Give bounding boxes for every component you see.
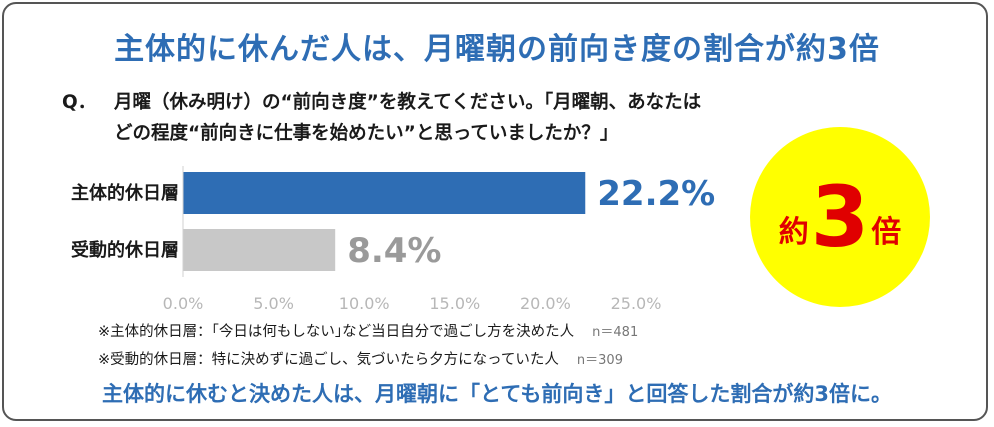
bar-1 bbox=[183, 172, 586, 214]
conclusion-text: 主体的に休むと決めた人は、月曜朝に「とても前向き」と回答した割合が約3倍に。 bbox=[102, 382, 892, 406]
badge-suffix: 倍 bbox=[871, 215, 902, 250]
question-line-1: 月曜（休み明け）の“前向き度”を教えてください。｢月曜朝、あなたは bbox=[114, 92, 702, 113]
note-passive-group: ※受動的休日層：特に決めずに過ごし、気づいたら夕方になっていた人 n＝309 bbox=[98, 348, 623, 369]
x-tick-label: 25.0% bbox=[611, 294, 662, 313]
category-label: 主体的休日層 bbox=[71, 182, 179, 204]
sample-size: n＝309 bbox=[576, 353, 623, 368]
question-prefix: Q． bbox=[62, 92, 97, 113]
note-active-group: ※主体的休日層：｢今日は何もしない｣など当日自分で過ごし方を決めた人 n＝481 bbox=[98, 320, 638, 341]
x-tick-label: 20.0% bbox=[520, 294, 571, 313]
note-text: ※主体的休日層：｢今日は何もしない｣など当日自分で過ごし方を決めた人 bbox=[98, 324, 575, 340]
chart-frame bbox=[2, 2, 988, 421]
value-label: 8.4% bbox=[347, 231, 441, 271]
sample-size: n＝481 bbox=[592, 325, 639, 340]
category-label: 受動的休日層 bbox=[71, 239, 179, 261]
value-label: 22.2% bbox=[597, 174, 715, 214]
badge-prefix: 約 bbox=[778, 215, 809, 250]
bar-2 bbox=[183, 229, 336, 271]
survey-question: Q． 月曜（休み明け）の“前向き度”を教えてください。｢月曜朝、あなたは どの程度… bbox=[62, 87, 701, 149]
x-tick-label: 10.0% bbox=[339, 294, 390, 313]
note-text: ※受動的休日層：特に決めずに過ごし、気づいたら夕方になっていた人 bbox=[98, 352, 559, 368]
x-tick-label: 5.0% bbox=[253, 294, 294, 313]
x-tick-label: 0.0% bbox=[163, 294, 204, 313]
page-title: 主体的に休んだ人は、月曜朝の前向き度の割合が約3倍 bbox=[114, 32, 880, 67]
question-line-2: どの程度“前向きに仕事を始めたい”と思っていましたか？｣ bbox=[114, 123, 610, 144]
badge-number: 3 bbox=[810, 168, 870, 266]
x-tick-label: 15.0% bbox=[429, 294, 480, 313]
